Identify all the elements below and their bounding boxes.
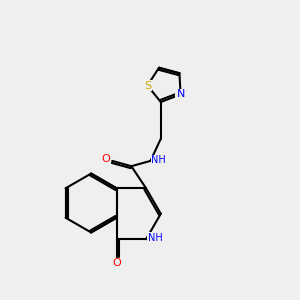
Text: O: O	[112, 258, 121, 268]
Text: O: O	[101, 154, 110, 164]
Text: NH: NH	[151, 155, 166, 165]
Text: NH: NH	[148, 233, 163, 243]
Text: S: S	[144, 80, 151, 91]
Text: N: N	[176, 89, 185, 99]
